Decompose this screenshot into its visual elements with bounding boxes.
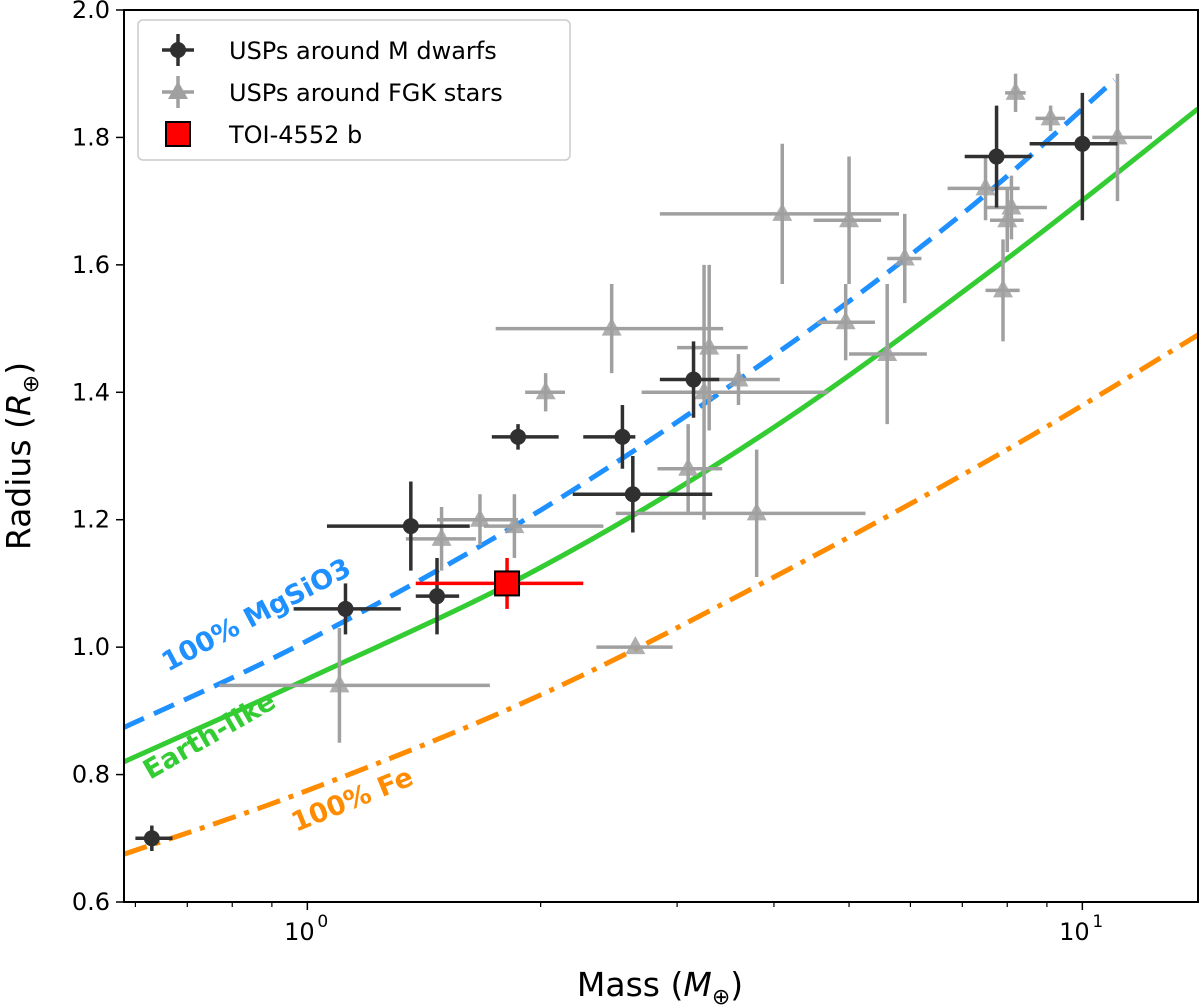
fgk-point: [504, 515, 525, 534]
curve-100-fe: [124, 332, 1198, 857]
m-dwarf-point: [614, 428, 631, 445]
y-tick-label: 0.6: [72, 888, 110, 916]
fgk-point: [1107, 126, 1128, 145]
fgk-point: [835, 311, 856, 330]
curve-label-100-mgsio3: 100% MgSiO3: [157, 552, 356, 678]
fgk-point-errorbar: [483, 494, 604, 558]
x-tick-label-exponent: 1: [1092, 912, 1103, 932]
m-dwarf-point-errorbar: [326, 481, 470, 571]
fgk-point: [601, 317, 622, 336]
model-curves: [124, 78, 1198, 857]
m-dwarf-point: [429, 588, 446, 605]
legend-label: USPs around M dwarfs: [229, 37, 497, 65]
m-dwarf-point: [1074, 135, 1091, 152]
fgk-point: [329, 674, 350, 693]
plot-border: [123, 9, 1199, 903]
legend-marker-circle: [170, 42, 186, 58]
m-dwarf-point-errorbar: [1029, 92, 1118, 221]
toi-series: [415, 557, 584, 609]
fgk-series: [219, 73, 1153, 743]
m-dwarf-point: [337, 600, 354, 617]
m-dwarf-point: [624, 486, 641, 503]
fgk-point: [975, 177, 996, 196]
legend-entry: USPs around M dwarfs: [162, 34, 497, 66]
legend-box: [137, 19, 571, 161]
y-tick-label: 1.2: [72, 506, 110, 534]
y-tick-label: 0.8: [72, 761, 110, 789]
legend-entry: TOI-4552 b: [165, 121, 362, 149]
legend-marker-triangle: [168, 81, 188, 99]
y-tick-label: 1.8: [72, 123, 110, 151]
fgk-point: [877, 343, 898, 362]
x-tick-label: 10: [1059, 918, 1090, 946]
fgk-point-errorbar: [641, 264, 829, 520]
legend-marker-square: [165, 121, 191, 147]
fgk-point: [993, 279, 1014, 298]
fgk-point: [839, 209, 860, 228]
fgk-point: [746, 502, 767, 521]
fgk-point: [1001, 196, 1022, 215]
x-tick-label-exponent: 0: [317, 912, 328, 932]
x-axis-label: Mass (M⊕): [577, 965, 743, 1005]
m-dwarf-point: [510, 428, 527, 445]
legend-label: USPs around FGK stars: [229, 79, 503, 107]
fgk-point: [772, 202, 793, 221]
fgk-point: [894, 247, 915, 266]
legend-label: TOI-4552 b: [228, 121, 362, 149]
m-dwarf-point: [988, 148, 1005, 165]
fgk-point: [1040, 107, 1061, 126]
fgk-point-errorbar: [219, 628, 490, 743]
m-dwarf-point: [143, 830, 160, 847]
curve-100-mgsio3: [124, 78, 1117, 730]
curve-label-earth-like: Earth-like: [138, 686, 281, 787]
y-tick-label: 1.0: [72, 633, 110, 661]
legend: USPs around M dwarfs USPs around FGK star…: [137, 19, 571, 161]
y-axis-label: Radius (R⊕): [0, 362, 44, 550]
plot-frame: [123, 9, 1199, 903]
fgk-point: [431, 527, 452, 546]
y-tick-label: 2.0: [72, 0, 110, 24]
fgk-point-errorbar: [615, 449, 866, 578]
m-dwarf-point: [685, 371, 702, 388]
curve-earth-like: [124, 106, 1198, 765]
toi-point: [494, 570, 521, 597]
y-tick-label: 1.6: [72, 251, 110, 279]
fgk-point: [535, 381, 556, 400]
fgk-point: [625, 636, 646, 655]
fgk-point: [1005, 81, 1026, 100]
y-tick-label: 1.4: [72, 378, 110, 406]
fgk-point: [678, 457, 699, 476]
m-dwarf-series: [135, 92, 1118, 852]
m-dwarf-point: [402, 518, 419, 535]
fgk-point: [728, 368, 749, 387]
fgk-point: [699, 336, 720, 355]
fgk-point: [469, 508, 490, 527]
x-tick-label: 10: [284, 918, 315, 946]
legend-entry: USPs around FGK stars: [162, 76, 503, 108]
